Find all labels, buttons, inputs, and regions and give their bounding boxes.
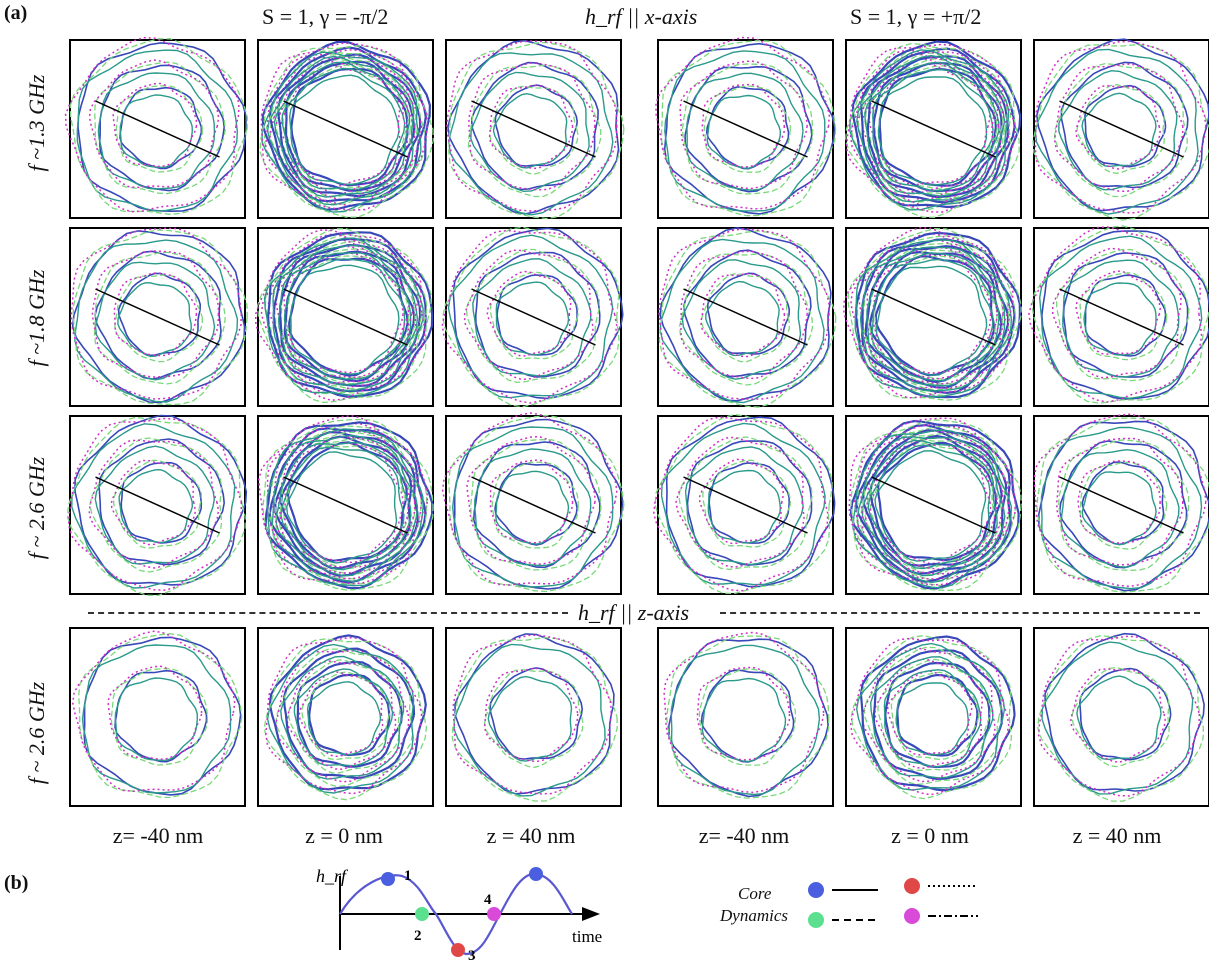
contour-panel-r2-c3 — [441, 226, 624, 408]
point-3-label: 3 — [468, 948, 476, 962]
legend-title-line2: Dynamics — [720, 906, 788, 925]
contour-panel-r4-c6 — [1033, 627, 1209, 807]
contour-panel-r1-c6 — [1032, 38, 1209, 221]
header-right-title: S = 1, γ = +π/2 — [850, 4, 982, 29]
col-label-4: z= -40 nm — [698, 823, 790, 848]
contour-panel-r2-c2 — [254, 227, 434, 407]
sine-x-label: time — [572, 927, 602, 946]
panel-a-label: (a) — [4, 2, 28, 24]
contour-panel-r2-c1 — [69, 227, 248, 407]
contour-panel-r4-c5 — [845, 627, 1022, 807]
contour-panel-r3-c3 — [441, 412, 625, 595]
rf-field-sine-plot: h_rf 1 2 3 4 time — [316, 866, 602, 962]
contour-panel-r4-c1 — [69, 627, 246, 807]
col-label-6: z = 40 nm — [1072, 823, 1162, 848]
z-axis-dashed-right — [720, 612, 1200, 614]
legend-red-dot — [904, 878, 920, 894]
point-5-marker — [529, 867, 543, 881]
contour-panel-r3-c5 — [845, 415, 1022, 595]
contour-panel-r1-c2 — [257, 39, 434, 219]
contour-panel-r3-c4 — [652, 413, 836, 595]
legend-swatches — [808, 878, 978, 928]
point-1-label: 1 — [404, 868, 412, 884]
contour-panel-r2-c5 — [843, 226, 1022, 407]
contour-panel-r1-c1 — [64, 36, 248, 219]
contour-panel-r1-c3 — [445, 39, 625, 220]
point-4-marker — [487, 907, 501, 921]
contour-panel-r1-c4 — [655, 36, 837, 219]
col-label-5: z = 0 nm — [891, 823, 969, 848]
z-axis-title: h_rf || z-axis — [578, 600, 690, 625]
contour-panel-r2-c4 — [657, 227, 837, 408]
point-1-marker — [381, 872, 395, 886]
contour-panel-r1-c5 — [844, 39, 1022, 219]
contour-panel-r3-c1 — [66, 414, 248, 597]
sine-y-label: h_rf — [316, 866, 349, 886]
contour-panel-r4-c2 — [257, 627, 434, 807]
col-label-2: z = 0 nm — [305, 823, 383, 848]
header-left-title: S = 1, γ = -π/2 — [262, 4, 389, 29]
legend-magenta-dot — [904, 908, 920, 924]
sine-x-arrowhead — [582, 907, 600, 921]
legend-title-line1: Core — [738, 884, 772, 903]
point-2-label: 2 — [414, 928, 422, 944]
legend-blue-dot — [808, 882, 824, 898]
point-4-label: 4 — [484, 892, 492, 908]
point-3-marker — [451, 943, 465, 957]
header-center-text: h_rf || x-axis — [585, 4, 698, 29]
contour-panel-r3-c6 — [1033, 413, 1209, 595]
col-label-1: z= -40 nm — [112, 823, 204, 848]
contour-panel-r3-c2 — [257, 415, 434, 595]
z-axis-dashed-left — [88, 612, 568, 614]
header-center-title: h_rf || x-axis — [585, 4, 697, 30]
point-2-marker — [415, 907, 429, 921]
contour-panel-grid — [64, 36, 1209, 807]
legend-green-dot — [808, 912, 824, 928]
panel-b-label: (b) — [4, 872, 29, 894]
contour-panel-r4-c3 — [445, 627, 622, 807]
contour-panel-r2-c6 — [1028, 225, 1209, 407]
contour-panel-r4-c4 — [657, 627, 834, 807]
col-label-3: z = 40 nm — [486, 823, 576, 848]
